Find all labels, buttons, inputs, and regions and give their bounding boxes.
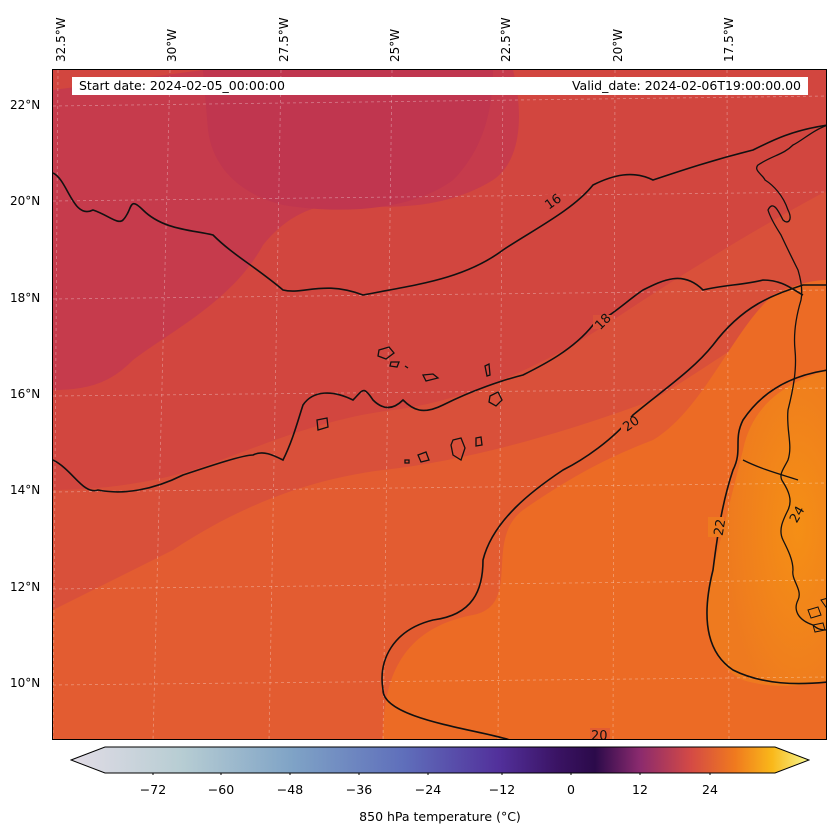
colorbar-tick-neg24: −24 bbox=[414, 782, 442, 797]
colorbar-tick-neg48: −48 bbox=[276, 782, 304, 797]
bissagos-islands bbox=[807, 598, 826, 633]
lon-label-22-5w: 22.5°W bbox=[499, 17, 513, 62]
contour-20 bbox=[381, 284, 826, 739]
colorbar bbox=[70, 746, 810, 775]
colorbar-tick-neg36: −36 bbox=[345, 782, 373, 797]
contour-labels: 16 18 20 22 24 20 bbox=[542, 191, 808, 740]
lon-label-30w: 30°W bbox=[165, 28, 179, 62]
cape-verde-islands bbox=[316, 346, 503, 464]
colorbar-tick-neg72: −72 bbox=[139, 782, 167, 797]
colorbar-tick-12: 12 bbox=[632, 782, 648, 797]
lat-label-10n: 10°N bbox=[10, 676, 41, 690]
colorbar-tick-0: 0 bbox=[567, 782, 575, 797]
coolest-north-fill bbox=[203, 70, 493, 210]
contour-label-24: 24 bbox=[787, 504, 808, 526]
lat-label-16n: 16°N bbox=[10, 387, 41, 401]
colorbar-title: 850 hPa temperature (°C) bbox=[359, 809, 521, 824]
lon-label-17-5w: 17.5°W bbox=[722, 17, 736, 62]
lon-label-27-5w: 27.5°W bbox=[277, 17, 291, 62]
lat-label-18n: 18°N bbox=[10, 291, 41, 305]
gambia-river bbox=[742, 459, 799, 481]
contour-label-20-south: 20 bbox=[591, 729, 608, 740]
contour-lines bbox=[53, 124, 826, 739]
lat-label-12n: 12°N bbox=[10, 580, 41, 594]
lat-label-20n: 20°N bbox=[10, 194, 41, 208]
contour-18 bbox=[53, 277, 804, 493]
lat-label-14n: 14°N bbox=[10, 483, 41, 497]
map-panel: 16 18 20 22 24 20 Start date: 2024-02-05… bbox=[52, 69, 827, 740]
date-header: Start date: 2024-02-05_00:00:00 Valid_da… bbox=[72, 77, 808, 95]
lon-label-32-5w: 32.5°W bbox=[54, 17, 68, 62]
colorbar-body bbox=[70, 746, 810, 774]
temperature-map: 16 18 20 22 24 20 bbox=[53, 70, 826, 740]
colorbar-tick-neg60: −60 bbox=[207, 782, 235, 797]
contour-16 bbox=[53, 124, 826, 296]
lon-label-20w: 20°W bbox=[611, 28, 625, 62]
africa-coastline bbox=[756, 125, 826, 631]
gridlines bbox=[53, 70, 826, 739]
start-date-text: Start date: 2024-02-05_00:00:00 bbox=[79, 78, 285, 93]
coastlines bbox=[742, 125, 826, 631]
lon-label-25w: 25°W bbox=[388, 28, 402, 62]
contour-label-22: 22 bbox=[712, 518, 730, 537]
valid-date-text: Valid_date: 2024-02-06T19:00:00.00 bbox=[571, 78, 801, 93]
lat-label-22n: 22°N bbox=[10, 98, 41, 112]
colorbar-tick-neg12: −12 bbox=[488, 782, 516, 797]
colorbar-tick-24: 24 bbox=[702, 782, 718, 797]
colorbar-tick-marks bbox=[152, 773, 711, 775]
